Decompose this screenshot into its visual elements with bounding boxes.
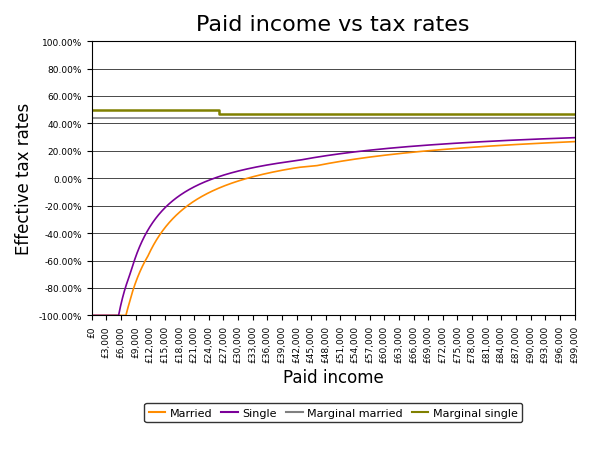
Legend: Married, Single, Marginal married, Marginal single: Married, Single, Marginal married, Margi…: [144, 403, 522, 422]
X-axis label: Paid income: Paid income: [283, 368, 384, 386]
Title: Paid income vs tax rates: Paid income vs tax rates: [197, 15, 470, 35]
Y-axis label: Effective tax rates: Effective tax rates: [15, 103, 33, 255]
